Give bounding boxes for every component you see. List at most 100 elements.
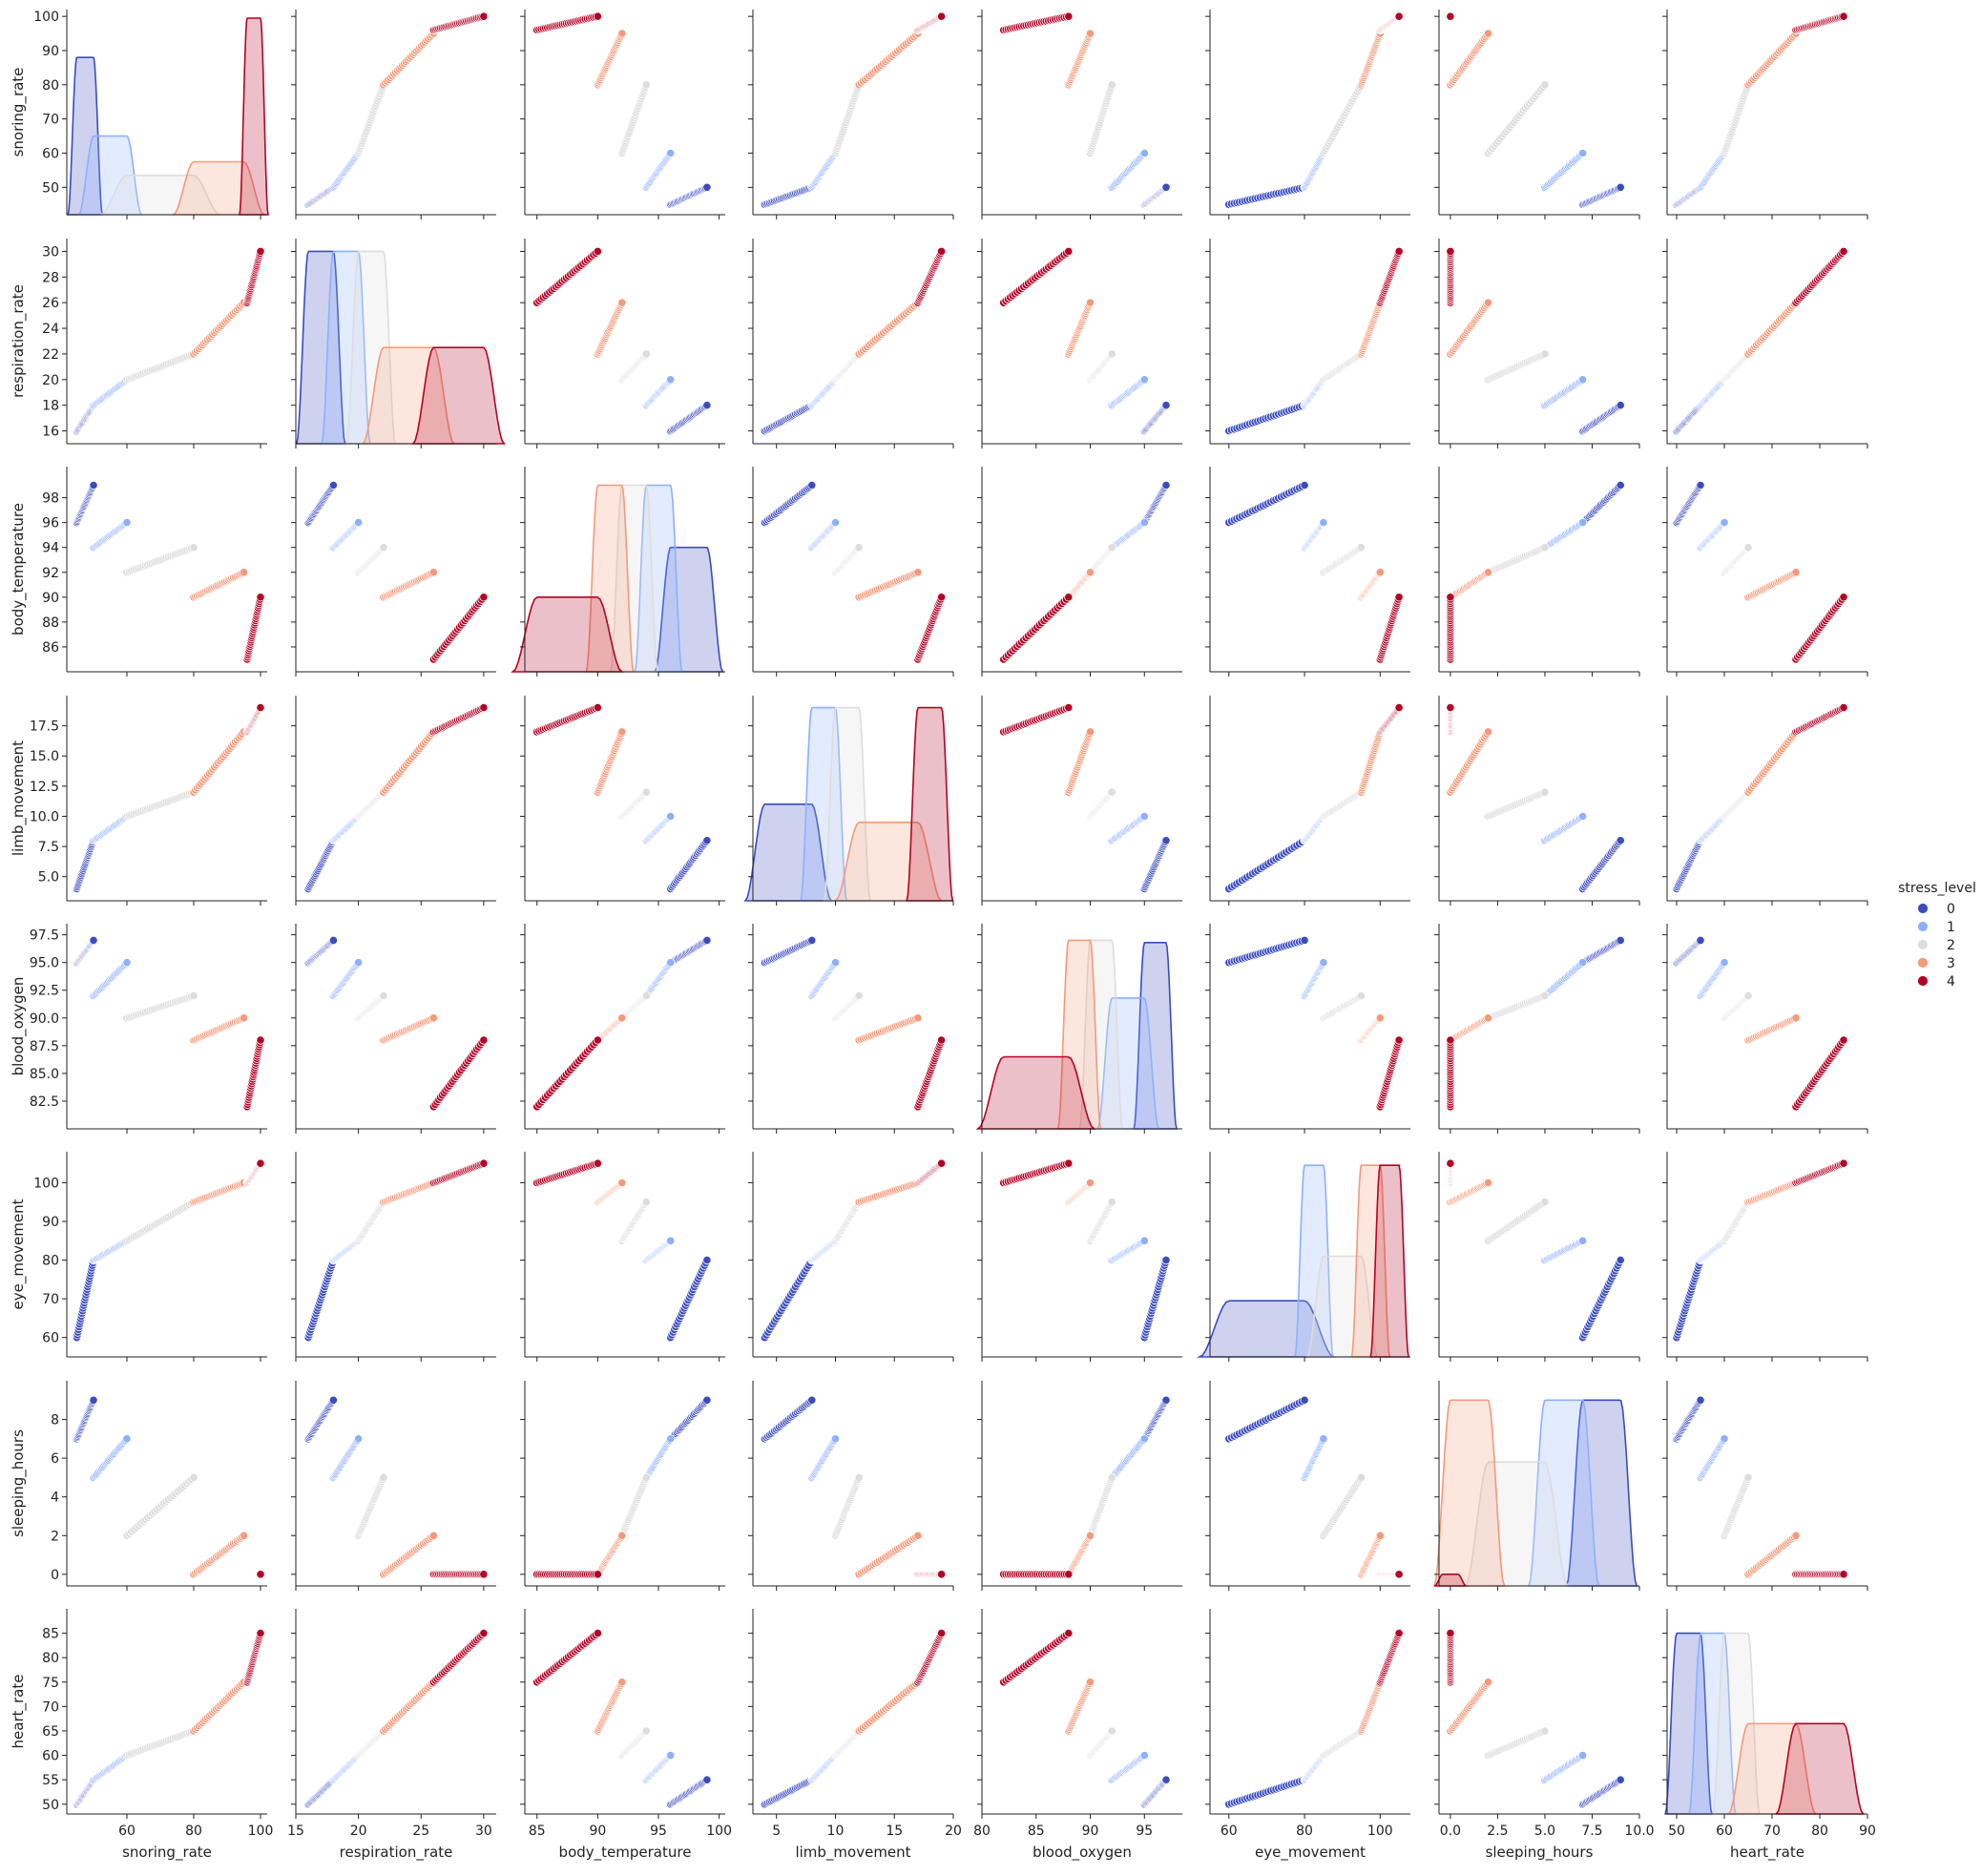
y-tick-label: 90	[42, 591, 59, 606]
y-axis-label-snoring_rate: snoring_rate	[10, 68, 28, 157]
cell-limb_movement-vs-limb_movement	[743, 696, 954, 906]
y-axis-label-blood_oxygen: blood_oxygen	[10, 977, 28, 1076]
cell-body_temperature-vs-sleeping_hours	[1434, 467, 1640, 677]
point-level-0-eye_movement-body_temperature-29	[1300, 480, 1309, 490]
y-tick-label: 15.0	[30, 749, 59, 764]
cell-snoring_rate-vs-sleeping_hours	[1434, 10, 1640, 219]
point-level-4-snoring_rate-body_temperature-29	[256, 593, 265, 602]
point-level-2-respiration_rate-blood_oxygen-29	[379, 990, 388, 1001]
cell-snoring_rate-vs-eye_movement	[1205, 10, 1410, 219]
y-tick-label: 90.0	[30, 1011, 59, 1027]
y-tick-label: 92	[42, 566, 59, 581]
point-level-1-snoring_rate-blood_oxygen-29	[122, 958, 132, 968]
cell-snoring_rate-vs-body_temperature	[520, 10, 725, 219]
cell-respiration_rate-vs-heart_rate	[1662, 239, 1868, 448]
point-level-4-heart_rate-body_temperature-29	[1839, 593, 1848, 602]
kde-level-4-snoring_rate	[239, 17, 269, 216]
point-level-4-blood_oxygen-respiration_rate-29	[1064, 246, 1074, 256]
y-tick-label: 10.0	[30, 809, 59, 824]
y-tick-label: 97.5	[30, 928, 59, 944]
cell-respiration_rate-vs-eye_movement	[1205, 239, 1410, 448]
point-level-0-limb_movement-body_temperature-29	[807, 480, 817, 490]
point-level-1-body_temperature-snoring_rate-29	[666, 148, 676, 158]
point-level-0-sleeping_hours-limb_movement-29	[1616, 836, 1625, 845]
point-level-0-blood_oxygen-limb_movement-29	[1161, 836, 1171, 845]
y-axis-label-respiration_rate: respiration_rate	[10, 284, 28, 398]
point-level-1-blood_oxygen-limb_movement-29	[1139, 811, 1149, 822]
point-level-4-respiration_rate-body_temperature-29	[479, 593, 489, 602]
cell-snoring_rate-vs-respiration_rate	[291, 10, 496, 219]
cell-limb_movement-vs-blood_oxygen	[977, 696, 1182, 906]
point-level-2-blood_oxygen-limb_movement-29	[1107, 787, 1116, 797]
y-tick-label: 82.5	[30, 1094, 59, 1110]
point-level-4-eye_movement-body_temperature-29	[1394, 593, 1404, 602]
cell-snoring_rate-vs-limb_movement	[748, 10, 954, 219]
y-tick-label: 96	[42, 516, 59, 532]
y-tick-label: 70	[42, 113, 59, 128]
point-level-4-blood_oxygen-body_temperature-29	[1064, 593, 1074, 602]
point-level-4-heart_rate-limb_movement-29	[1839, 702, 1848, 713]
point-level-4-snoring_rate-blood_oxygen-29	[256, 1035, 265, 1045]
point-level-1-respiration_rate-blood_oxygen-29	[353, 958, 364, 968]
y-tick-label: 20	[42, 373, 59, 388]
point-level-3-body_temperature-limb_movement-29	[617, 727, 627, 737]
y-tick-label: 100	[33, 10, 59, 25]
point-level-0-snoring_rate-blood_oxygen-29	[89, 935, 98, 946]
y-tick-label: 18	[42, 399, 59, 414]
point-level-0-respiration_rate-body_temperature-29	[328, 480, 338, 490]
point-level-3-blood_oxygen-respiration_rate-29	[1085, 298, 1095, 307]
point-level-4-eye_movement-respiration_rate-29	[1394, 246, 1404, 256]
point-level-0-sleeping_hours-snoring_rate-29	[1616, 182, 1625, 192]
point-level-4-blood_oxygen-snoring_rate-29	[1064, 11, 1074, 21]
point-level-2-snoring_rate-blood_oxygen-29	[189, 990, 198, 1001]
y-axis-label-limb_movement: limb_movement	[10, 740, 28, 856]
point-level-4-blood_oxygen-limb_movement-29	[1064, 702, 1074, 713]
point-level-2-snoring_rate-body_temperature-29	[189, 543, 198, 552]
y-tick-label: 28	[42, 270, 59, 285]
point-level-4-body_temperature-respiration_rate-29	[593, 246, 603, 256]
point-level-3-body_temperature-snoring_rate-29	[617, 29, 627, 38]
y-tick-label: 95.0	[30, 956, 59, 971]
point-level-2-respiration_rate-body_temperature-29	[379, 543, 388, 552]
cell-blood_oxygen-vs-respiration_rate	[291, 924, 496, 1134]
point-level-1-sleeping_hours-snoring_rate-29	[1578, 148, 1588, 158]
point-level-3-snoring_rate-body_temperature-29	[239, 568, 249, 577]
point-level-1-blood_oxygen-body_temperature-29	[1139, 517, 1149, 528]
point-level-2-sleeping_hours-body_temperature-29	[1540, 543, 1550, 552]
y-tick-label: 86	[42, 640, 59, 656]
cell-respiration_rate-vs-limb_movement	[748, 239, 954, 448]
cell-respiration_rate-vs-sleeping_hours	[1434, 239, 1640, 448]
point-level-3-blood_oxygen-body_temperature-29	[1085, 568, 1095, 577]
point-level-3-blood_oxygen-snoring_rate-29	[1085, 29, 1095, 38]
point-level-4-sleeping_hours-limb_movement-29	[1446, 702, 1455, 713]
point-level-2-limb_movement-body_temperature-29	[854, 543, 864, 552]
pairplot-cells: 5060708090100snoring_rate161820222426283…	[10, 10, 1876, 1862]
cell-body_temperature-vs-body_temperature	[511, 467, 725, 677]
point-level-4-respiration_rate-limb_movement-29	[479, 702, 489, 713]
point-level-4-respiration_rate-snoring_rate-29	[479, 11, 489, 21]
point-level-1-limb_movement-body_temperature-29	[830, 517, 841, 528]
point-level-4-limb_movement-snoring_rate-29	[936, 11, 947, 21]
cell-body_temperature-vs-limb_movement	[748, 467, 954, 677]
point-level-4-body_temperature-limb_movement-29	[593, 702, 603, 713]
point-level-2-heart_rate-body_temperature-29	[1743, 543, 1753, 552]
y-tick-label: 98	[42, 491, 59, 507]
cell-body_temperature-vs-blood_oxygen	[977, 467, 1182, 677]
point-level-4-sleeping_hours-respiration_rate-29	[1446, 246, 1455, 256]
point-level-4-heart_rate-snoring_rate-29	[1839, 11, 1848, 21]
point-level-2-blood_oxygen-respiration_rate-29	[1107, 349, 1116, 359]
point-level-2-body_temperature-limb_movement-29	[641, 787, 651, 797]
y-tick-label: 17.5	[30, 719, 59, 735]
y-tick-label: 24	[42, 322, 59, 337]
point-level-0-blood_oxygen-snoring_rate-29	[1161, 182, 1171, 192]
point-level-0-respiration_rate-blood_oxygen-29	[328, 935, 338, 946]
point-level-4-snoring_rate-limb_movement-29	[256, 702, 265, 713]
y-tick-label: 22	[42, 347, 59, 363]
point-level-1-sleeping_hours-body_temperature-29	[1578, 517, 1588, 528]
point-level-2-body_temperature-snoring_rate-29	[641, 80, 651, 90]
cell-snoring_rate-vs-heart_rate	[1662, 10, 1868, 219]
point-level-2-blood_oxygen-body_temperature-29	[1107, 543, 1116, 552]
